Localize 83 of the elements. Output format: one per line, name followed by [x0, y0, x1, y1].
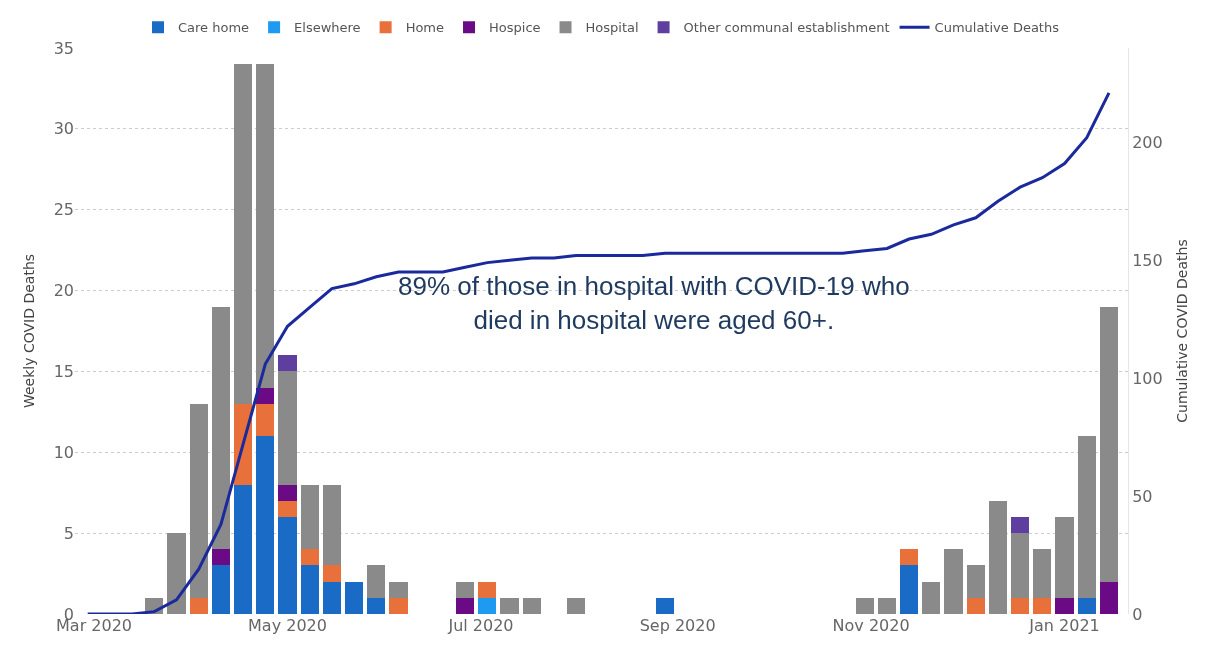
bar [278, 355, 297, 372]
bar [1099, 581, 1119, 614]
bar [167, 533, 186, 614]
x-tick-label: May 2020 [248, 616, 327, 635]
bar [211, 549, 230, 566]
bar [256, 436, 275, 614]
bar [278, 371, 297, 485]
y2-tick-label: 0 [1132, 604, 1143, 624]
bar [256, 64, 275, 388]
annotation: 89% of those in hospital with COVID-19 who died in hospital were aged 60+. [398, 271, 910, 335]
bar [966, 597, 985, 614]
bar [389, 597, 408, 614]
y-tick-label: 15 [53, 362, 74, 382]
y2-axis-title: Cumulative COVID Deaths [1174, 239, 1191, 423]
bar [389, 581, 408, 598]
legend-label: Cumulative Deaths [934, 20, 1060, 36]
bar [1077, 597, 1096, 614]
legend-label: Hospice [489, 20, 541, 36]
bar [522, 597, 541, 614]
y-tick-label: 35 [53, 38, 74, 58]
bar [1011, 597, 1030, 614]
bar [278, 516, 297, 614]
bar [189, 597, 208, 614]
bar [1011, 533, 1030, 598]
bar [500, 597, 519, 614]
y-axis-title: Weekly COVID Deaths [21, 253, 38, 409]
bar [211, 306, 230, 550]
bar [1077, 436, 1096, 598]
x-tick-label: Sep 2020 [639, 616, 716, 635]
bar [1099, 306, 1119, 582]
legend-label: Other communal establishment [683, 20, 890, 36]
bar [300, 484, 319, 550]
y-tick-label: 10 [53, 442, 74, 462]
bar [1055, 597, 1074, 614]
bar [855, 597, 874, 614]
bar [1055, 516, 1074, 598]
bar [988, 500, 1008, 614]
bar [300, 549, 319, 566]
legend-label: Care home [178, 20, 250, 36]
bar [567, 597, 586, 614]
bar [278, 484, 297, 501]
bar [900, 565, 919, 614]
bar [322, 484, 342, 566]
x-tick-label: Nov 2020 [832, 616, 910, 635]
legend-label: Hospital [585, 20, 639, 36]
y-tick-label: 5 [63, 523, 74, 543]
bar [211, 565, 230, 614]
bar [922, 581, 941, 614]
legend-label: Elsewhere [294, 20, 361, 36]
bar [322, 565, 342, 582]
bar [1033, 549, 1052, 598]
bar [345, 581, 364, 614]
y-tick-label: 30 [53, 119, 74, 139]
bar [278, 500, 297, 517]
legend-label: Home [405, 20, 445, 36]
bar [1011, 516, 1030, 534]
bar [322, 581, 342, 614]
bar [478, 597, 497, 614]
y-tick-label: 20 [53, 281, 74, 301]
bar [966, 565, 985, 598]
bar [1033, 597, 1052, 614]
y2-tick-label: 50 [1132, 486, 1153, 506]
x-tick-label: Jan 2021 [1028, 616, 1100, 635]
line-series [86, 91, 1111, 614]
bar [367, 565, 386, 598]
x-tick-label: Jul 2020 [447, 616, 514, 635]
bar [944, 549, 963, 614]
bar [256, 403, 275, 437]
bar [456, 597, 475, 614]
bar [877, 597, 897, 614]
bar [456, 581, 475, 598]
bar [367, 597, 386, 614]
bar [900, 549, 919, 566]
bar [234, 64, 253, 404]
bar [189, 403, 208, 598]
y2-tick-label: 200 [1132, 132, 1163, 152]
bar [655, 597, 675, 614]
bar [234, 484, 253, 614]
bar [478, 581, 497, 598]
y2-tick-label: 150 [1132, 250, 1163, 270]
y-tick-label: 25 [53, 200, 74, 220]
y2-tick-label: 100 [1132, 368, 1163, 388]
bar [300, 565, 319, 614]
